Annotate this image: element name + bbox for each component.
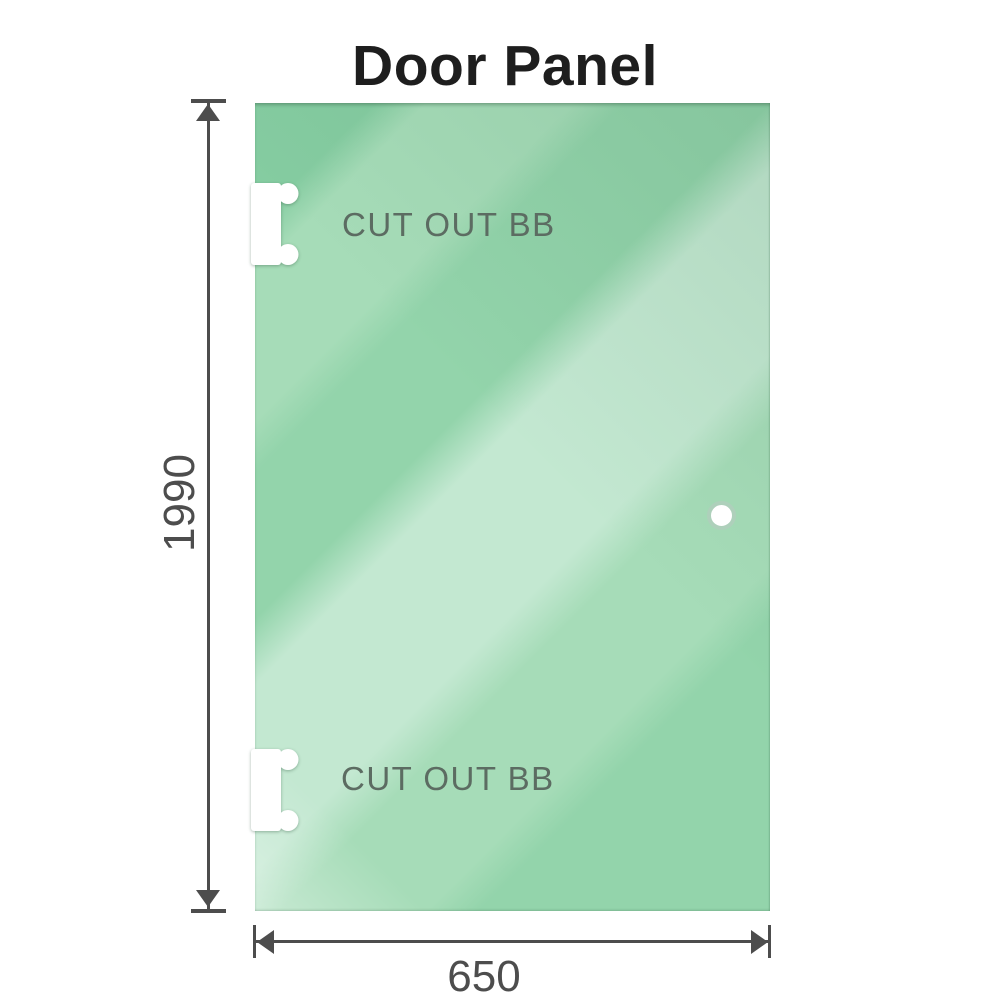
handle-hole-icon xyxy=(707,501,736,530)
glass-panel xyxy=(255,103,770,911)
page-title: Door Panel xyxy=(352,34,658,98)
width-dim-tick-left xyxy=(253,925,256,958)
hinge-cutout-top-icon xyxy=(251,183,299,265)
arrow-right-icon xyxy=(751,930,768,954)
width-dim-line xyxy=(255,940,770,943)
hinge-cutout-bottom-icon xyxy=(251,749,299,831)
arrow-down-icon xyxy=(196,890,220,907)
width-dim-label: 650 xyxy=(447,952,521,1000)
height-dim-cap-bottom xyxy=(191,909,226,913)
height-dim-label: 1990 xyxy=(155,454,204,552)
cutout-label-bottom: CUT OUT BB xyxy=(341,760,555,797)
height-dim-line xyxy=(207,101,210,911)
width-dim-tick-right xyxy=(768,925,771,958)
cutout-label-top: CUT OUT BB xyxy=(342,206,556,243)
